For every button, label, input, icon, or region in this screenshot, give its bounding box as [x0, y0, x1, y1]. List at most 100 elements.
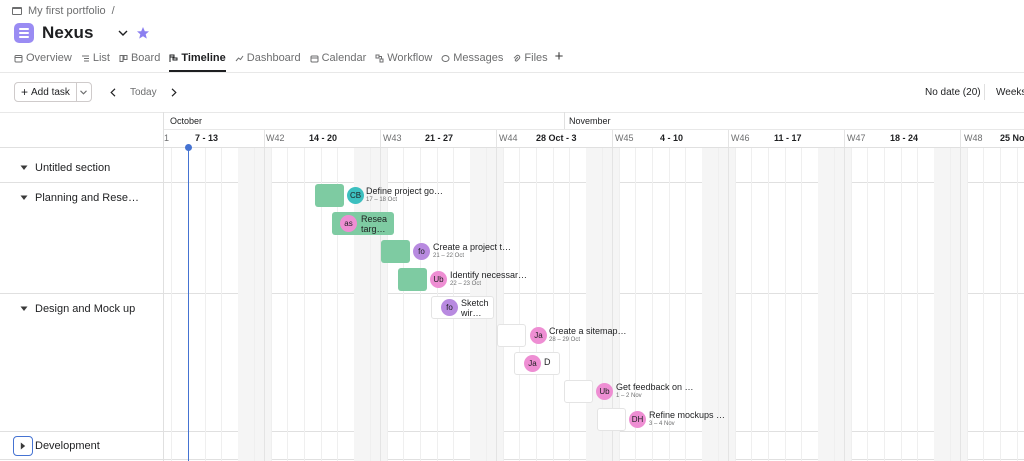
assignee-avatar[interactable]: DH [629, 411, 646, 428]
assignee-avatar[interactable]: Ub [596, 383, 613, 400]
today-button[interactable]: Today [129, 86, 157, 98]
day-gridline [901, 148, 902, 461]
day-gridline [785, 148, 786, 461]
assignee-avatar[interactable]: Ub [430, 271, 447, 288]
assignee-avatar[interactable]: fo [441, 299, 458, 316]
tab-overview[interactable]: Overview [14, 50, 72, 66]
section-planning[interactable]: Planning and Rese… [0, 189, 164, 207]
tab-label: Board [130, 52, 161, 64]
week-range-label: 11 - 17 [774, 133, 802, 143]
add-task-button[interactable]: + Add task [15, 83, 77, 101]
task-bar[interactable] [381, 240, 410, 263]
tab-workflow[interactable]: Workflow [375, 50, 432, 66]
task-name[interactable]: Identify necessar… [450, 270, 528, 280]
section-untitled[interactable]: Untitled section [0, 159, 164, 177]
day-gridline [950, 148, 951, 461]
tab-files[interactable]: Files [512, 50, 548, 66]
task-bar[interactable] [315, 184, 344, 207]
expand-section-button[interactable] [13, 436, 33, 456]
week-number-label: W43 [383, 133, 402, 143]
assignee-avatar[interactable]: as [340, 215, 357, 232]
tab-dashboard[interactable]: Dashboard [235, 50, 301, 66]
files-icon [512, 54, 521, 63]
week-range-label: 14 - 20 [309, 133, 338, 143]
task-bar[interactable] [597, 408, 626, 431]
caret-down-icon[interactable] [19, 194, 28, 203]
divider [164, 147, 1024, 148]
section-divider [0, 293, 1024, 294]
week-range-label: 18 - 24 [890, 133, 919, 143]
day-gridline [602, 148, 603, 461]
task-bar[interactable] [398, 268, 427, 291]
overview-icon [14, 54, 23, 63]
workflow-icon [375, 54, 384, 63]
day-gridline [801, 148, 802, 461]
breadcrumb-portfolio-link[interactable]: My first portfolio [28, 5, 106, 17]
page-title: Nexus [42, 23, 94, 42]
section-design[interactable]: Design and Mock up [0, 300, 164, 318]
section-divider [0, 182, 1024, 183]
day-gridline [420, 148, 421, 461]
day-gridline [983, 148, 984, 461]
day-gridline [254, 148, 255, 461]
day-gridline [337, 148, 338, 461]
previous-button[interactable] [106, 85, 120, 99]
week-gridline [264, 130, 265, 461]
add-task-dropdown-button[interactable] [77, 83, 91, 101]
tab-calendar[interactable]: Calendar [310, 50, 366, 66]
task-dates: 1 – 2 Nov [616, 393, 642, 399]
day-gridline [287, 148, 288, 461]
project-tabs: Overview List Board Timeline Dashboard C… [14, 48, 564, 72]
task-name[interactable]: D [544, 357, 551, 367]
day-gridline [768, 148, 769, 461]
day-gridline [718, 148, 719, 461]
today-marker-line [188, 147, 189, 461]
tab-label: List [92, 52, 110, 64]
task-name[interactable]: Define project go… [366, 186, 444, 196]
section-title: Untitled section [35, 162, 111, 174]
chevron-down-icon[interactable] [116, 26, 130, 40]
board-icon [119, 54, 128, 63]
task-name[interactable]: Sketch wir… [461, 298, 489, 318]
week-number-label: W44 [499, 133, 518, 143]
week-gridline [728, 130, 729, 461]
breadcrumb: My first portfolio / [12, 4, 115, 18]
task-name[interactable]: Create a project t… [433, 242, 512, 252]
caret-down-icon[interactable] [19, 164, 28, 173]
chevron-left-icon [110, 87, 116, 97]
week-gridline [496, 130, 497, 461]
task-name[interactable]: Create a sitemap… [549, 326, 627, 336]
task-name[interactable]: Resea targ… [361, 214, 388, 234]
star-icon[interactable] [136, 26, 150, 40]
zoom-select[interactable]: Weeks [996, 87, 1024, 98]
timeline-grid[interactable]: October November 1 7 - 13 W42 14 - 20 W4… [164, 112, 1024, 461]
section-title: Design and Mock up [35, 303, 136, 315]
week-gridline [844, 130, 845, 461]
assignee-avatar[interactable]: fo [413, 243, 430, 260]
day-gridline [569, 148, 570, 461]
project-list-icon[interactable] [14, 23, 34, 43]
day-gridline [221, 148, 222, 461]
section-development[interactable]: Development [0, 436, 164, 456]
task-name[interactable]: Refine mockups … [649, 410, 726, 420]
task-bar[interactable] [564, 380, 593, 403]
caret-down-icon[interactable] [19, 305, 28, 314]
no-date-button[interactable]: No date (20) [925, 87, 981, 98]
day-gridline [967, 148, 968, 461]
tab-list[interactable]: List [81, 50, 110, 66]
assignee-avatar[interactable]: Ja [530, 327, 547, 344]
day-gridline [917, 148, 918, 461]
tab-messages[interactable]: Messages [441, 50, 503, 66]
tab-timeline[interactable]: Timeline [169, 50, 227, 72]
day-gridline [536, 148, 537, 461]
next-button[interactable] [167, 85, 181, 99]
day-gridline [669, 148, 670, 461]
week-range-label: 28 Oct - 3 [536, 133, 577, 143]
task-name[interactable]: Get feedback on … [616, 382, 694, 392]
tab-board[interactable]: Board [119, 50, 160, 66]
task-bar[interactable] [497, 324, 526, 347]
assignee-avatar[interactable]: CB [347, 187, 364, 204]
add-tab-button[interactable]: + [554, 48, 564, 65]
day-gridline [851, 148, 852, 461]
assignee-avatar[interactable]: Ja [524, 355, 541, 372]
